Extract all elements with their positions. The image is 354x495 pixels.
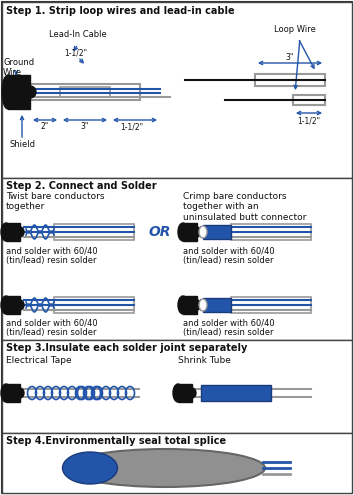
Bar xyxy=(6,296,20,314)
Text: and solder with 60/40
(tin/lead) resin solder: and solder with 60/40 (tin/lead) resin s… xyxy=(6,246,98,265)
Bar xyxy=(293,95,325,105)
Text: 2": 2" xyxy=(41,122,49,131)
Bar xyxy=(30,84,140,100)
Bar xyxy=(6,384,20,402)
Ellipse shape xyxy=(1,296,11,314)
Bar xyxy=(2,433,352,493)
Bar xyxy=(255,74,325,86)
Bar xyxy=(2,2,352,178)
Ellipse shape xyxy=(178,223,188,241)
Ellipse shape xyxy=(173,384,183,402)
Text: 1-1/2": 1-1/2" xyxy=(64,48,87,57)
Text: Step 1. Strip loop wires and lead-in cable: Step 1. Strip loop wires and lead-in cab… xyxy=(6,6,235,16)
Bar xyxy=(201,385,271,401)
Bar xyxy=(231,224,311,240)
Ellipse shape xyxy=(1,384,11,402)
Text: Shield: Shield xyxy=(10,140,36,149)
Text: Twist bare conductors
together: Twist bare conductors together xyxy=(6,192,104,211)
Bar xyxy=(54,297,134,313)
Ellipse shape xyxy=(16,300,24,310)
Ellipse shape xyxy=(1,223,11,241)
Text: Step 2. Connect and Solder: Step 2. Connect and Solder xyxy=(6,181,156,191)
Bar xyxy=(54,224,134,240)
Bar xyxy=(8,75,30,109)
Bar xyxy=(2,178,352,340)
Ellipse shape xyxy=(193,300,201,310)
Ellipse shape xyxy=(2,75,14,109)
Bar xyxy=(183,296,197,314)
Ellipse shape xyxy=(188,388,196,398)
Bar xyxy=(183,223,197,241)
Text: and solder with 60/40
(tin/lead) resin solder: and solder with 60/40 (tin/lead) resin s… xyxy=(183,318,275,338)
Text: Step 3.Insulate each solder joint separately: Step 3.Insulate each solder joint separa… xyxy=(6,343,247,353)
Text: 3": 3" xyxy=(286,53,294,62)
Bar xyxy=(231,297,311,313)
Ellipse shape xyxy=(193,227,201,237)
Text: and solder with 60/40
(tin/lead) resin solder: and solder with 60/40 (tin/lead) resin s… xyxy=(6,318,98,338)
Text: and solder with 60/40
(tin/lead) resin solder: and solder with 60/40 (tin/lead) resin s… xyxy=(183,246,275,265)
Text: Step 4.Environmentally seal total splice: Step 4.Environmentally seal total splice xyxy=(6,436,226,446)
Bar xyxy=(60,87,110,97)
Bar xyxy=(178,384,192,402)
Text: OR: OR xyxy=(149,225,171,239)
Ellipse shape xyxy=(16,388,24,398)
Ellipse shape xyxy=(199,226,207,238)
Text: Shrink Tube: Shrink Tube xyxy=(178,356,231,365)
Ellipse shape xyxy=(65,449,265,487)
Ellipse shape xyxy=(63,452,118,484)
Text: 1-1/2": 1-1/2" xyxy=(120,122,144,131)
Bar xyxy=(6,223,20,241)
Bar xyxy=(203,298,231,312)
Ellipse shape xyxy=(16,227,24,237)
Text: Loop Wire: Loop Wire xyxy=(274,25,316,34)
Text: Lead-In Cable: Lead-In Cable xyxy=(49,30,107,39)
Text: Ground
Wire: Ground Wire xyxy=(3,58,34,77)
Text: Electrical Tape: Electrical Tape xyxy=(6,356,72,365)
Text: 1-1/2": 1-1/2" xyxy=(297,116,321,125)
Ellipse shape xyxy=(24,86,36,98)
Ellipse shape xyxy=(178,296,188,314)
Text: Crimp bare conductors
together with an
uninsulated butt connector: Crimp bare conductors together with an u… xyxy=(183,192,306,222)
Bar xyxy=(2,340,352,433)
Bar xyxy=(203,225,231,239)
Ellipse shape xyxy=(199,299,207,311)
Text: 3": 3" xyxy=(81,122,89,131)
